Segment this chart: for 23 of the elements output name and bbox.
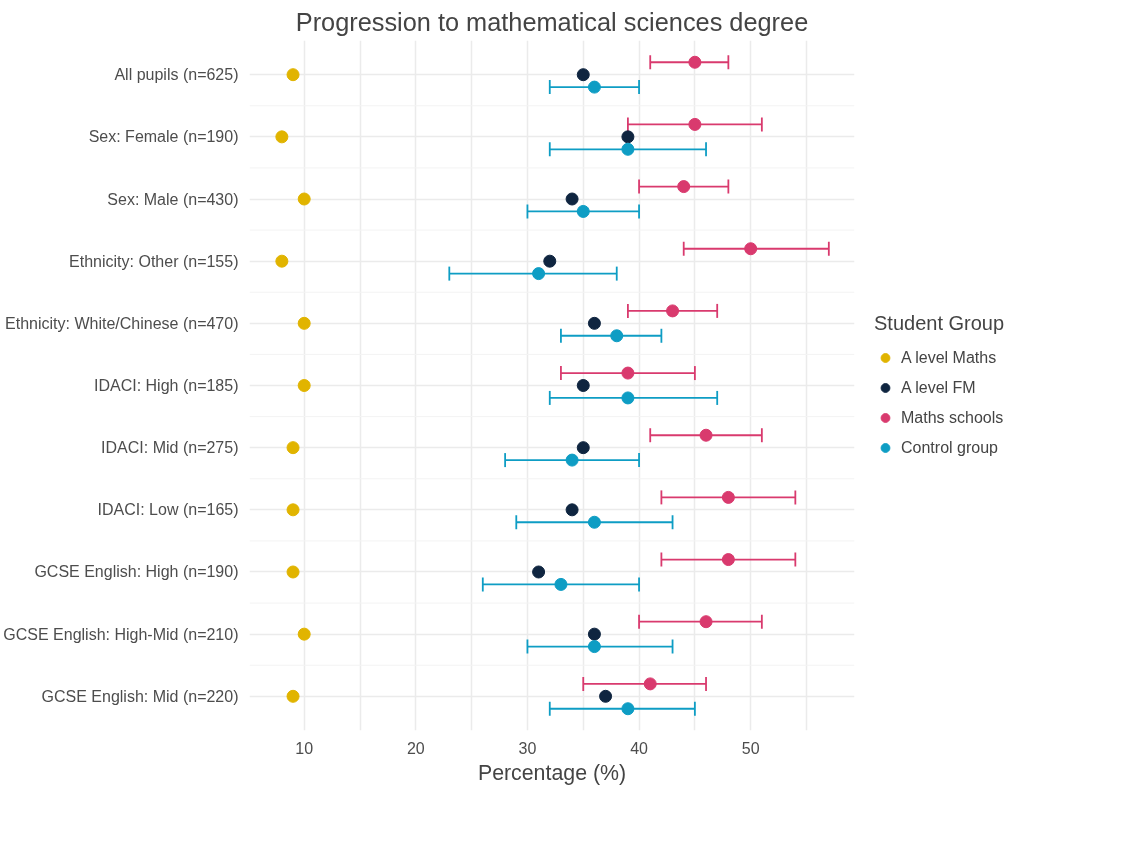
legend-label: A level FM: [901, 378, 976, 397]
y-tick-label: All pupils (n=625): [114, 66, 239, 84]
x-tick-label: 10: [295, 739, 314, 757]
y-tick-label: Ethnicity: White/Chinese (n=470): [5, 314, 239, 332]
x-tick-label: 30: [518, 739, 537, 757]
y-tick-label: Sex: Female (n=190): [88, 128, 239, 146]
x-tick-label: 50: [741, 739, 760, 757]
y-tick-label: GCSE English: Mid (n=220): [41, 687, 239, 705]
y-tick-label: GCSE English: High-Mid (n=210): [3, 625, 239, 643]
y-tick-label: IDACI: Mid (n=275): [101, 439, 239, 457]
y-tick-label: IDACI: Low (n=165): [97, 501, 239, 519]
legend-title: Student Group: [874, 311, 1005, 335]
legend-label: Control group: [901, 438, 998, 457]
y-tick-label: GCSE English: High (n=190): [34, 563, 239, 581]
x-axis-title: Percentage (%): [477, 760, 627, 785]
x-tick-label: 40: [630, 739, 649, 757]
legend-label: Maths schools: [901, 408, 1004, 427]
legend-label: A level Maths: [901, 348, 997, 367]
x-tick-label: 20: [406, 739, 425, 757]
y-tick-label: Sex: Male (n=430): [107, 190, 239, 208]
y-tick-label: IDACI: High (n=185): [93, 377, 239, 394]
chart-title: Progression to mathematical sciences degree: [295, 7, 809, 36]
y-tick-label: Ethnicity: Other (n=155): [69, 252, 239, 270]
